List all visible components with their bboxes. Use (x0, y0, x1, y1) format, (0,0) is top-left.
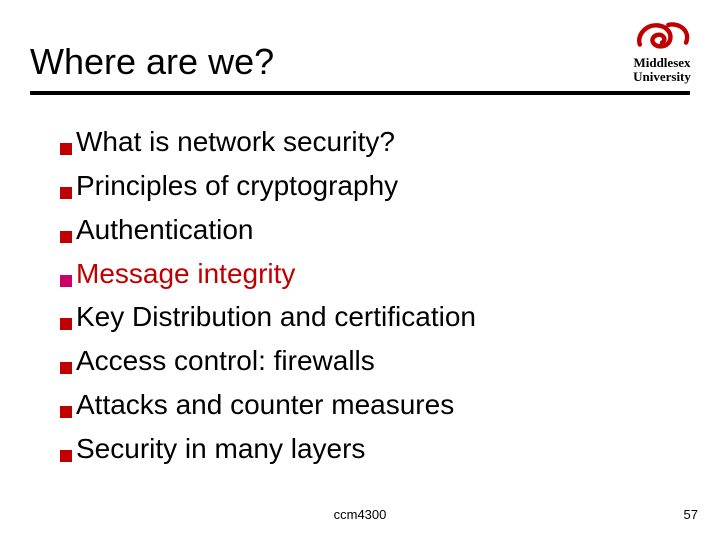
slide-title: Where are we? (30, 42, 274, 82)
bullet-text: Access control: firewalls (76, 342, 375, 380)
header-row: Where are we? Middlesex University (30, 42, 690, 83)
title-underline (30, 91, 690, 95)
footer-course-code: ccm4300 (0, 507, 720, 522)
list-item: Key Distribution and certification (60, 298, 690, 336)
list-item: Authentication (60, 211, 690, 249)
bullet-icon (60, 318, 72, 330)
bullet-icon (60, 406, 72, 418)
bullet-text: Attacks and counter measures (76, 386, 454, 424)
bullet-text: Security in many layers (76, 430, 365, 468)
bullet-text: Key Distribution and certification (76, 298, 476, 336)
bullet-icon (60, 275, 72, 287)
list-item: What is network security? (60, 123, 690, 161)
slide: Where are we? Middlesex University What … (0, 0, 720, 540)
bullet-list: What is network security? Principles of … (30, 123, 690, 467)
bullet-icon (60, 362, 72, 374)
page-number: 57 (684, 507, 698, 522)
list-item: Access control: firewalls (60, 342, 690, 380)
bullet-icon (60, 231, 72, 243)
list-item: Message integrity (60, 255, 690, 293)
bullet-text: Message integrity (76, 255, 295, 293)
bullet-icon (60, 143, 72, 155)
logo-line2: University (633, 69, 691, 84)
list-item: Principles of cryptography (60, 167, 690, 205)
bullet-text: Principles of cryptography (76, 167, 398, 205)
bullet-icon (60, 187, 72, 199)
list-item: Security in many layers (60, 430, 690, 468)
bullet-icon (60, 450, 72, 462)
list-item: Attacks and counter measures (60, 386, 690, 424)
bullet-text: Authentication (76, 211, 253, 249)
logo-text: Middlesex University (633, 56, 691, 83)
bullet-text: What is network security? (76, 123, 395, 161)
logo-swirl-icon (630, 16, 694, 54)
university-logo: Middlesex University (630, 16, 694, 83)
